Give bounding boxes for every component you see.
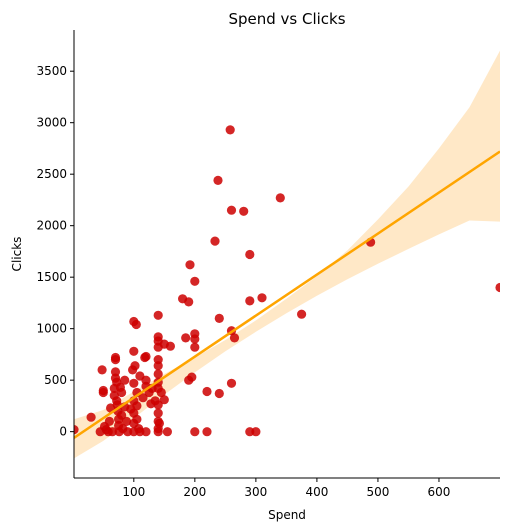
data-point [107,427,117,437]
y-tick-label: 1000 [36,322,67,336]
data-point [117,387,127,398]
x-axis-title: Spend [268,508,306,522]
data-point [184,297,194,307]
data-point [226,378,237,388]
data-point [153,400,163,410]
data-point [117,410,127,420]
regression-line [74,150,500,439]
x-tick-label: 500 [366,485,389,499]
y-tick-label: 0 [59,425,67,439]
data-point [130,361,140,371]
data-point [110,355,121,365]
y-tick-label: 2000 [36,219,67,233]
chart-title: Spend vs Clicks [228,10,345,28]
data-point [131,319,141,330]
data-point [245,249,255,260]
data-point [190,427,200,437]
y-tick-label: 2500 [36,167,67,181]
data-point [132,414,142,424]
data-point [162,427,172,437]
x-axis-ticks: 100 200 300 400 500 600 [122,478,450,499]
data-point [190,334,200,344]
data-point [297,309,307,319]
data-point [159,395,169,405]
data-point [239,206,249,216]
data-point [190,276,200,286]
data-point [153,361,163,371]
data-point [190,342,200,352]
scatter-points [74,125,500,437]
data-point [181,333,191,343]
data-point [129,378,139,388]
data-point [225,125,235,135]
data-point [141,351,151,362]
x-tick-label: 200 [183,485,206,499]
data-point [202,386,212,397]
data-point [153,408,163,418]
confidence-band [74,50,500,459]
data-point [154,418,164,428]
x-tick-label: 100 [122,485,145,499]
data-point [104,416,114,426]
x-tick-label: 300 [244,485,267,499]
data-point [202,427,212,437]
data-point [226,205,237,215]
data-point [213,175,223,185]
y-axis-ticks: 0 500 1000 1500 2000 2500 3000 3500 [36,64,74,439]
data-point [138,393,148,403]
data-point [86,412,96,422]
y-tick-label: 3500 [36,64,67,78]
data-point [251,427,261,437]
data-point [245,296,255,306]
data-point [132,401,142,411]
data-point [185,260,195,270]
data-point [153,369,163,379]
data-point [121,416,132,426]
data-point [257,293,267,303]
data-point [153,427,163,437]
data-point [229,333,240,343]
data-point [214,313,224,323]
data-point [74,425,79,435]
data-point [495,282,500,293]
data-point [165,341,175,351]
data-point [210,236,220,246]
y-tick-label: 3000 [36,116,67,130]
y-tick-label: 500 [44,373,67,387]
data-point [156,387,166,398]
data-point [214,388,224,399]
x-tick-label: 400 [305,485,328,499]
data-point [98,385,108,396]
data-point [141,427,151,437]
data-point [120,375,130,385]
data-point [187,372,197,382]
data-point [275,193,285,203]
data-point [153,310,163,320]
x-tick-label: 600 [428,485,451,499]
data-point [129,346,139,356]
data-point [97,365,107,375]
y-axis-title: Clicks [10,237,24,272]
y-tick-label: 1500 [36,270,67,284]
